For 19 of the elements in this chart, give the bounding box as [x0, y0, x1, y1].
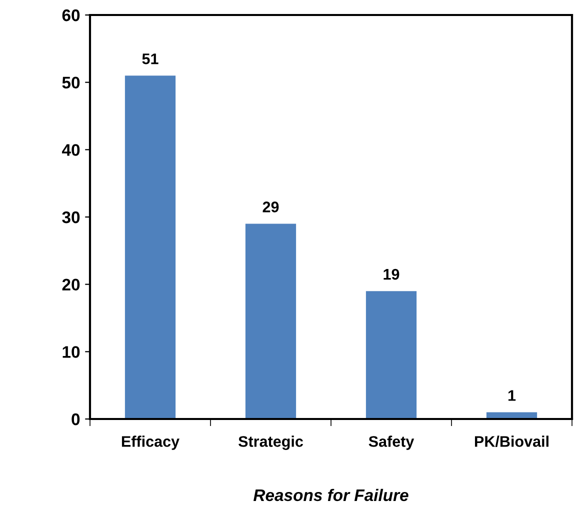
bar [124, 76, 176, 419]
data-label: 19 [384, 268, 400, 280]
data-label: 51 [142, 54, 158, 64]
bar [366, 291, 417, 419]
x-tick-label: PK/Biovail [474, 436, 548, 448]
data-label: 1 [508, 390, 516, 401]
x-axis-title: Reasons for Failure [254, 488, 408, 502]
y-tick-label: 50 [62, 76, 80, 89]
y-tick-label: 60 [62, 9, 80, 22]
y-tick-label: 40 [62, 144, 80, 156]
x-tick-label: Safety [368, 436, 414, 450]
y-tick-label: 20 [62, 278, 80, 291]
x-tick-label: Efficacy [122, 436, 180, 450]
y-tick-label: 10 [62, 346, 80, 358]
x-tick-label: Strategic [238, 436, 303, 450]
y-tick-label: 30 [62, 211, 80, 224]
data-label: 29 [262, 202, 279, 212]
y-tick-label: 0 [72, 413, 80, 426]
bar [245, 224, 296, 419]
